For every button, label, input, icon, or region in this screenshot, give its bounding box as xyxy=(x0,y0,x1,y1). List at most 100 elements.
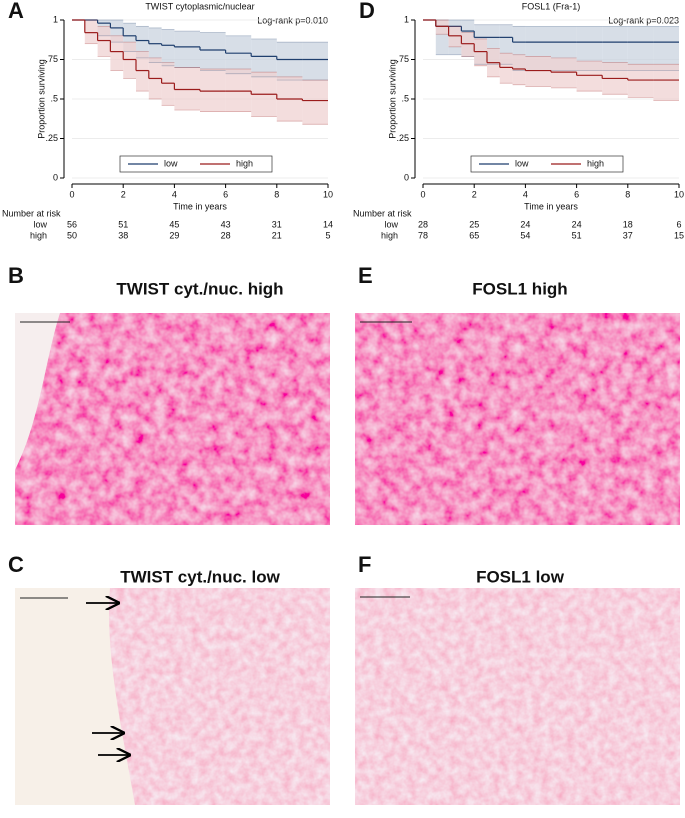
risk-count: 6 xyxy=(676,219,681,229)
panel-label: B xyxy=(8,263,24,288)
y-tick-label: 1 xyxy=(53,14,58,24)
ci-band xyxy=(84,20,98,44)
ci-band xyxy=(161,62,175,106)
x-tick-label: 8 xyxy=(274,189,279,199)
panel-label: D xyxy=(359,0,375,23)
risk-count: 38 xyxy=(118,230,128,240)
legend-label: high xyxy=(236,158,253,168)
legend-label: low xyxy=(164,158,178,168)
y-tick-label: .5 xyxy=(401,93,409,103)
histology-images xyxy=(15,313,680,805)
risk-count: 21 xyxy=(272,230,282,240)
ci-band xyxy=(136,26,149,58)
x-tick-label: 6 xyxy=(223,189,228,199)
x-tick-label: 10 xyxy=(323,189,333,199)
x-tick-label: 4 xyxy=(172,189,177,199)
risk-count: 50 xyxy=(67,230,77,240)
legend-box xyxy=(470,155,624,173)
risk-count: 5 xyxy=(325,230,330,240)
y-axis-label: Proportion surviving xyxy=(387,59,397,139)
y-tick-label: .75 xyxy=(396,54,409,64)
panel-label: F xyxy=(358,552,371,577)
x-axis-label: Time in years xyxy=(173,201,227,211)
risk-row-label: low xyxy=(384,219,398,229)
ci-band xyxy=(499,53,513,84)
ci-band xyxy=(512,54,526,85)
ci-band xyxy=(276,42,303,81)
risk-count: 18 xyxy=(623,219,633,229)
ci-band xyxy=(627,26,654,71)
ci-band xyxy=(302,42,328,81)
ci-band xyxy=(174,31,200,68)
ci-band xyxy=(200,32,226,71)
tissue-edge xyxy=(15,588,135,805)
risk-count: 54 xyxy=(520,230,530,240)
chart-title: TWIST cytoplasmic/nuclear xyxy=(145,1,254,11)
panel-label: C xyxy=(8,552,24,577)
ci-band xyxy=(551,57,577,88)
risk-count: 28 xyxy=(221,230,231,240)
risk-count: 15 xyxy=(674,230,684,240)
risk-count: 51 xyxy=(118,219,128,229)
ci-band xyxy=(653,64,679,101)
ci-band xyxy=(461,32,475,57)
x-tick-label: 10 xyxy=(674,189,684,199)
y-tick-label: .25 xyxy=(45,133,58,143)
risk-row-label: high xyxy=(30,230,47,240)
x-tick-label: 2 xyxy=(472,189,477,199)
risk-count: 78 xyxy=(418,230,428,240)
ci-band xyxy=(148,27,162,63)
panel-title: TWIST cyt./nuc. low xyxy=(120,567,280,586)
panel-title: FOSL1 high xyxy=(472,279,567,298)
ci-band xyxy=(225,35,252,74)
x-tick-label: 0 xyxy=(420,189,425,199)
ci-band xyxy=(97,26,111,57)
risk-table-title: Number at risk xyxy=(2,208,61,218)
risk-count: 14 xyxy=(323,219,333,229)
risk-count: 45 xyxy=(169,219,179,229)
ci-band xyxy=(302,80,328,125)
legend-label: low xyxy=(515,158,529,168)
histology-image xyxy=(15,313,330,525)
ci-band xyxy=(627,64,654,98)
ci-band xyxy=(161,29,175,66)
ci-band xyxy=(225,68,252,112)
ci-band xyxy=(174,67,200,111)
y-tick-label: .5 xyxy=(50,93,58,103)
histology-image xyxy=(355,588,680,805)
risk-count: 24 xyxy=(520,219,530,229)
y-tick-label: 1 xyxy=(404,14,409,24)
legend-label: high xyxy=(587,158,604,168)
risk-count: 24 xyxy=(572,219,582,229)
histology-image xyxy=(355,313,680,525)
chart-title: FOSL1 (Fra-1) xyxy=(522,1,581,11)
risk-count: 31 xyxy=(272,219,282,229)
x-tick-label: 6 xyxy=(574,189,579,199)
legend-box xyxy=(119,155,273,173)
panel-title: TWIST cyt./nuc. high xyxy=(116,279,283,298)
x-tick-label: 0 xyxy=(69,189,74,199)
risk-count: 29 xyxy=(169,230,179,240)
risk-count: 28 xyxy=(418,219,428,229)
risk-count: 56 xyxy=(67,219,77,229)
panel-title: FOSL1 low xyxy=(476,567,565,586)
risk-count: 43 xyxy=(221,219,231,229)
ci-band xyxy=(525,56,551,87)
x-tick-label: 8 xyxy=(625,189,630,199)
ci-band xyxy=(474,38,487,66)
risk-row-label: high xyxy=(381,230,398,240)
ci-band xyxy=(653,26,679,71)
km-chart: D FOSL1 (Fra-1)Log-rank p=0.0230.25.5.751… xyxy=(353,0,684,240)
risk-table-title: Number at risk xyxy=(353,208,412,218)
risk-count: 37 xyxy=(623,230,633,240)
ci-band xyxy=(576,61,603,92)
ci-band xyxy=(123,42,136,79)
risk-count: 25 xyxy=(469,219,479,229)
y-tick-label: .75 xyxy=(45,54,58,64)
x-tick-label: 2 xyxy=(121,189,126,199)
ci-band xyxy=(251,38,277,77)
ci-band xyxy=(435,20,449,35)
ci-band xyxy=(200,68,226,112)
